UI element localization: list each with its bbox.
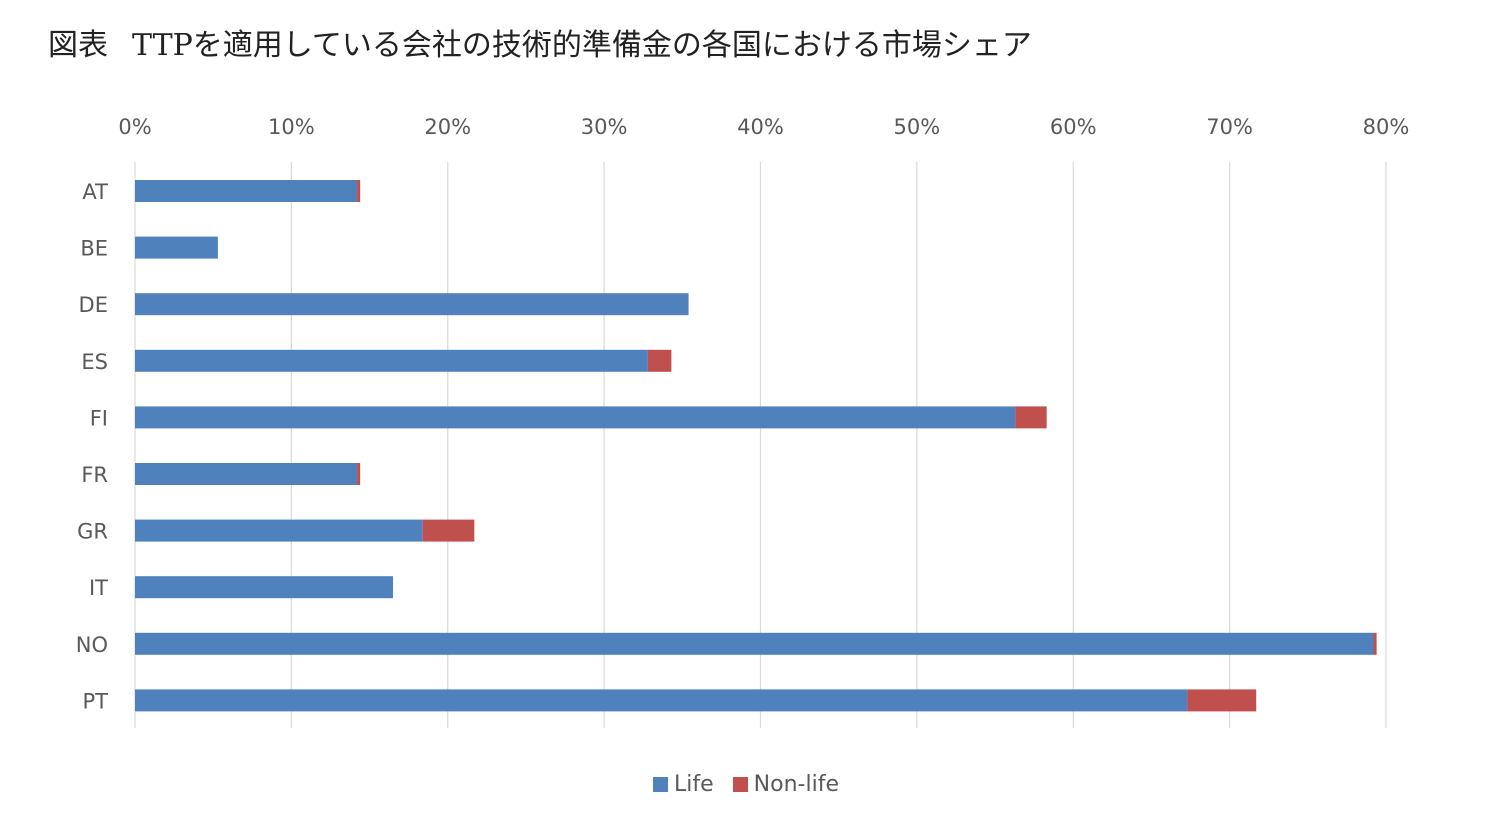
- legend-label-life: Life: [674, 772, 714, 797]
- category-label: FI: [90, 406, 108, 430]
- category-label: GR: [77, 520, 108, 544]
- category-label: DE: [79, 293, 108, 317]
- bar-at-life: [135, 180, 358, 202]
- bar-at-non-life: [357, 180, 361, 202]
- x-tick-label: 30%: [581, 115, 628, 139]
- x-tick-label: 40%: [737, 115, 784, 139]
- x-tick-label: 70%: [1206, 115, 1253, 139]
- bar-fr-non-life: [357, 463, 361, 485]
- category-label: PT: [83, 689, 109, 713]
- bars: [135, 180, 1377, 712]
- legend-label-non-life: Non-life: [753, 772, 839, 797]
- category-label: NO: [76, 633, 108, 657]
- bar-fr-life: [135, 463, 358, 485]
- x-tick-label: 10%: [268, 115, 315, 139]
- category-label: IT: [89, 576, 108, 600]
- chart-title-text: TTPを適用している会社の技術的準備金の各国における市場シェア: [132, 28, 1032, 63]
- category-label: FR: [81, 463, 108, 487]
- bar-gr-non-life: [422, 519, 475, 542]
- bar-gr-life: [135, 519, 423, 542]
- bar-fi-non-life: [1015, 406, 1047, 429]
- chart-title: 図表 TTPを適用している会社の技術的準備金の各国における市場シェア: [48, 20, 1056, 64]
- bar-pt-life: [135, 689, 1188, 712]
- bar-es-life: [135, 349, 648, 372]
- bar-no-life: [135, 632, 1374, 655]
- bar-de-life: [135, 293, 689, 316]
- legend-swatch-non-life: [732, 777, 748, 792]
- x-axis-ticks: 0% 10% 20% 30% 40% 50% 60% 70% 80%: [118, 115, 1409, 139]
- legend-item-non-life: Non-life: [732, 772, 839, 797]
- legend-item-life: Life: [653, 772, 714, 797]
- x-tick-label: 0%: [118, 115, 151, 139]
- bar-be-life: [135, 236, 218, 259]
- x-tick-label: 50%: [894, 115, 941, 139]
- legend-swatch-life: [653, 777, 669, 792]
- legend: Life Non-life: [0, 772, 1492, 798]
- category-label: ES: [81, 350, 108, 374]
- category-label: BE: [80, 237, 108, 261]
- x-tick-label: 80%: [1363, 115, 1410, 139]
- bar-no-non-life: [1373, 632, 1377, 655]
- chart-title-label: 図表: [48, 28, 108, 63]
- bar-es-non-life: [647, 349, 672, 372]
- bar-it-life: [135, 576, 394, 599]
- x-tick-label: 60%: [1050, 115, 1097, 139]
- bar-pt-non-life: [1187, 689, 1257, 712]
- bar-fi-life: [135, 406, 1016, 429]
- x-tick-label: 20%: [424, 115, 471, 139]
- category-label: AT: [82, 180, 108, 204]
- y-axis-categories: AT BE DE ES FI FR GR IT NO PT: [76, 180, 108, 713]
